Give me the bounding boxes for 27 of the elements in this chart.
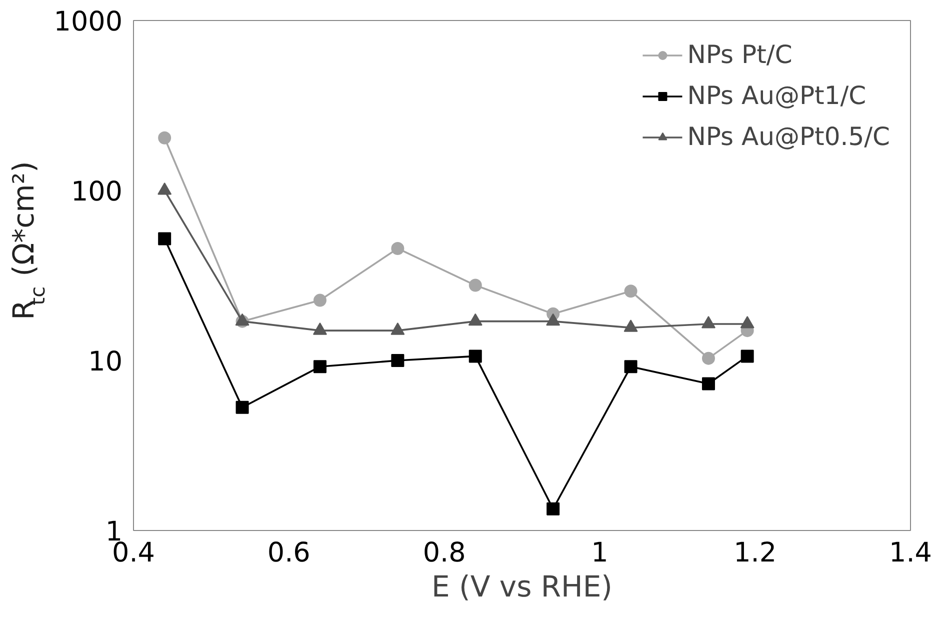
point	[391, 354, 404, 367]
x-axis-title: E (V vs RHE)	[432, 570, 612, 604]
x-tick-label: 1	[591, 538, 608, 568]
point	[546, 502, 560, 516]
y-tick-label: 100	[70, 176, 123, 208]
point	[468, 350, 482, 363]
point	[702, 377, 715, 390]
x-tick-label: 0.6	[267, 538, 310, 568]
point	[158, 232, 172, 246]
legend-label: NPs Pt/C	[687, 40, 792, 69]
legend-label: NPs Au@Pt1/C	[687, 81, 866, 110]
point	[391, 242, 404, 255]
legend-label: NPs Au@Pt0.5/C	[687, 122, 890, 151]
point	[624, 360, 638, 374]
point	[158, 131, 172, 144]
x-tick-label: 1.4	[889, 538, 932, 568]
x-tick-label: 1.2	[734, 538, 777, 568]
point	[740, 350, 754, 363]
point	[624, 284, 638, 298]
point	[313, 294, 326, 307]
y-tick-label: 1000	[54, 6, 123, 38]
point	[313, 360, 326, 374]
y-tick-label: 10	[88, 346, 123, 378]
point	[702, 352, 715, 365]
point	[236, 400, 249, 414]
x-tick-label: 0.8	[422, 538, 466, 568]
point	[468, 278, 482, 292]
